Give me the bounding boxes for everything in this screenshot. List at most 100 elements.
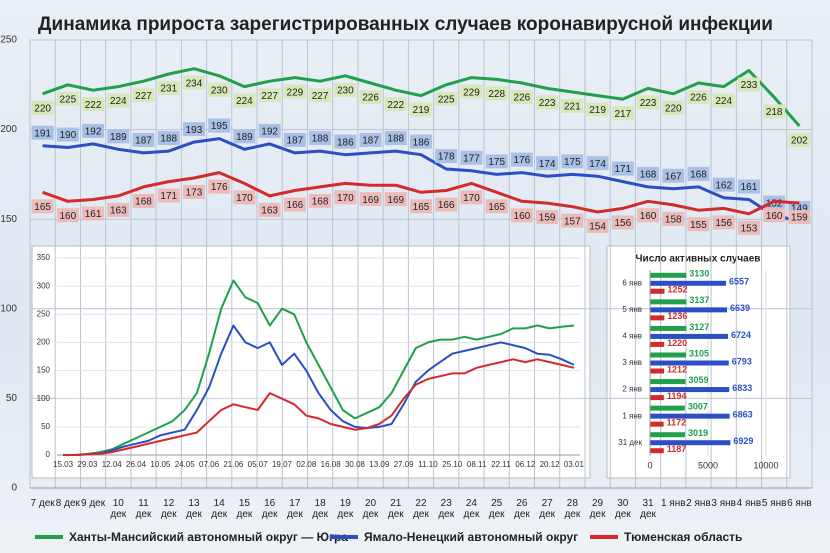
label-box bbox=[82, 206, 105, 221]
y-tick-label: 50 bbox=[6, 393, 18, 404]
bar bbox=[650, 352, 687, 358]
x-tick-label: 21.06 bbox=[223, 460, 244, 469]
data-label: 227 bbox=[312, 91, 329, 102]
data-label: 219 bbox=[589, 105, 606, 116]
data-label: 192 bbox=[85, 127, 102, 138]
data-label: 160 bbox=[514, 211, 531, 222]
data-label: 223 bbox=[640, 98, 657, 109]
x-tick-label: 26.04 bbox=[126, 460, 147, 469]
label-box bbox=[788, 133, 811, 148]
x-tick-label: 19 дек bbox=[337, 498, 354, 520]
x-tick-label: 10000 bbox=[753, 460, 778, 470]
series-line bbox=[63, 358, 575, 456]
label-box bbox=[384, 97, 407, 112]
label-box bbox=[157, 81, 180, 96]
label-box bbox=[157, 131, 180, 146]
label-box bbox=[410, 102, 432, 117]
x-tick-label: 25.10 bbox=[442, 460, 463, 469]
data-label: 219 bbox=[413, 105, 430, 116]
data-label: 229 bbox=[287, 87, 304, 98]
x-tick-label: 20.12 bbox=[540, 460, 561, 469]
label-box bbox=[258, 202, 281, 217]
label-box bbox=[208, 118, 231, 133]
x-tick-label: 21 дек bbox=[387, 498, 404, 520]
data-label: 170 bbox=[236, 193, 253, 204]
x-tick-label: 29 дек bbox=[589, 498, 606, 520]
data-label: 6639 bbox=[730, 303, 750, 313]
x-tick-label: 24 дек bbox=[463, 498, 480, 520]
label-box bbox=[132, 193, 155, 208]
label-box bbox=[233, 190, 256, 205]
x-tick-label: 1 янв bbox=[660, 498, 686, 509]
data-label: 186 bbox=[337, 137, 354, 148]
data-label: 175 bbox=[564, 157, 581, 168]
y-tick-label: 31 дек bbox=[618, 438, 642, 447]
label-box bbox=[460, 150, 483, 165]
x-tick-label: 07.06 bbox=[199, 460, 220, 469]
x-tick-label: 23 дек bbox=[438, 498, 455, 520]
y-tick-label: 200 bbox=[37, 338, 51, 347]
label-box bbox=[283, 84, 306, 99]
label-box bbox=[384, 192, 407, 207]
label-box bbox=[56, 208, 79, 223]
data-label: 227 bbox=[261, 91, 278, 102]
x-tick-label: 5 янв bbox=[761, 498, 787, 509]
data-label: 160 bbox=[59, 211, 76, 222]
bar bbox=[650, 387, 730, 393]
x-tick-label: 11.10 bbox=[418, 460, 438, 469]
data-label: 230 bbox=[211, 85, 228, 96]
label-box bbox=[182, 184, 205, 199]
label-box bbox=[586, 156, 609, 171]
data-label: 157 bbox=[564, 216, 581, 227]
label-box bbox=[687, 166, 710, 181]
x-tick-label: 27 дек bbox=[539, 498, 556, 520]
data-label: 169 bbox=[387, 195, 404, 206]
bar bbox=[650, 360, 729, 366]
series-line bbox=[42, 171, 800, 216]
label-box bbox=[82, 97, 105, 112]
label-box bbox=[334, 82, 357, 97]
data-label: 165 bbox=[488, 202, 505, 213]
data-label: 6833 bbox=[732, 383, 752, 393]
label-box bbox=[208, 179, 231, 194]
data-label: 149 bbox=[791, 204, 808, 215]
x-tick-label: 30 дек bbox=[614, 498, 631, 520]
data-label: 168 bbox=[690, 170, 707, 181]
data-label: 222 bbox=[387, 100, 404, 111]
data-label: 222 bbox=[85, 100, 102, 111]
data-label: 167 bbox=[665, 171, 682, 182]
data-label: 171 bbox=[160, 191, 177, 202]
label-box bbox=[283, 132, 306, 147]
x-tick-label: 14 дек bbox=[211, 498, 228, 520]
data-label: 226 bbox=[690, 93, 707, 104]
label-box bbox=[233, 93, 256, 108]
label-box bbox=[233, 129, 256, 144]
y-tick-label: 250 bbox=[37, 309, 51, 318]
bar bbox=[650, 333, 728, 339]
y-tick-label: 100 bbox=[0, 303, 17, 314]
x-tick-label: 6 янв bbox=[787, 498, 812, 509]
data-label: 3137 bbox=[689, 295, 709, 305]
x-tick-label: 18 дек bbox=[312, 498, 328, 520]
bar bbox=[650, 413, 730, 419]
data-label: 171 bbox=[614, 164, 631, 175]
data-label: 224 bbox=[715, 96, 732, 107]
bar bbox=[650, 405, 685, 411]
data-label: 189 bbox=[110, 132, 127, 143]
label-box bbox=[359, 192, 382, 207]
label-box bbox=[410, 134, 432, 149]
data-label: 225 bbox=[438, 94, 455, 105]
data-label: 187 bbox=[135, 136, 152, 147]
label-box bbox=[31, 199, 54, 214]
x-tick-label: 17 дек bbox=[286, 498, 303, 520]
data-label: 228 bbox=[488, 89, 505, 100]
data-label: 195 bbox=[211, 121, 228, 132]
label-box bbox=[561, 154, 584, 169]
label-box bbox=[788, 210, 811, 225]
y-tick-label: 5 янв bbox=[622, 305, 642, 314]
data-label: 170 bbox=[337, 193, 354, 204]
data-label: 152 bbox=[766, 198, 783, 209]
label-box bbox=[687, 217, 710, 232]
data-label: 218 bbox=[766, 107, 783, 118]
x-tick-label: 12 дек bbox=[160, 498, 177, 520]
